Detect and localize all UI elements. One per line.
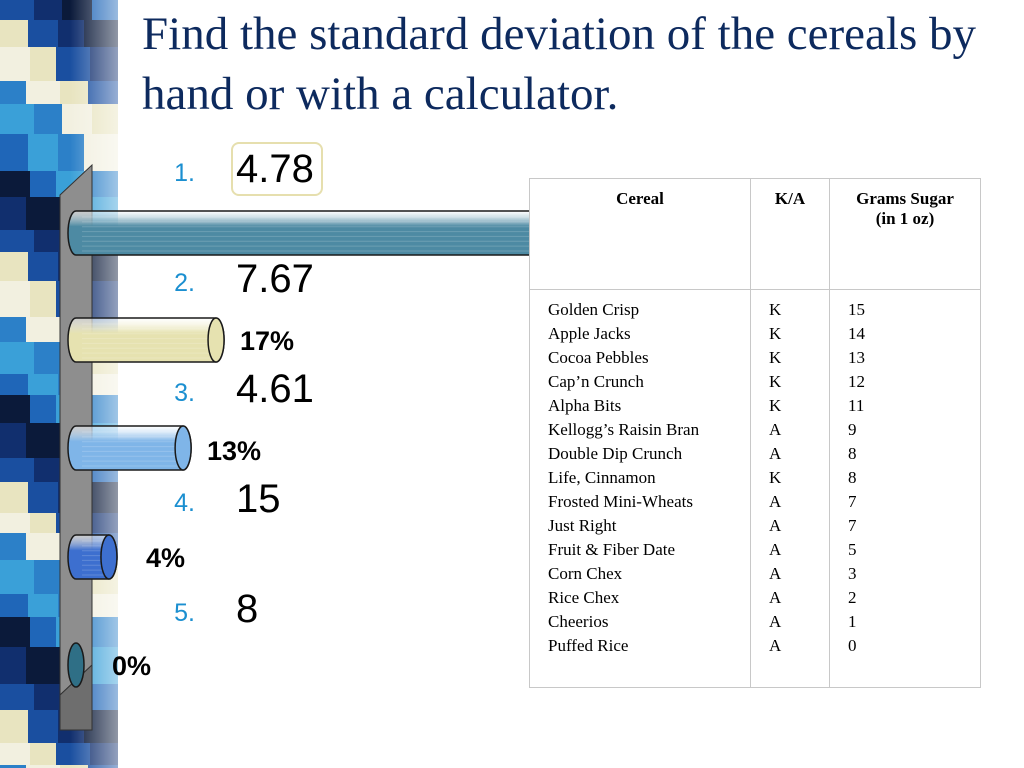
sugar-value: 12 xyxy=(848,372,865,391)
ka-value: A xyxy=(769,420,782,439)
header-sugar-line2: (in 1 oz) xyxy=(875,209,935,228)
sugar-column: 15 14 13 12 11 9 8 8 7 7 5 3 2 1 0 xyxy=(829,289,981,688)
sugar-value: 15 xyxy=(848,300,865,319)
cereal-sugar-table: Cereal K/A Grams Sugar (in 1 oz) Golden … xyxy=(529,178,981,688)
option-number: 5. xyxy=(174,599,195,627)
cereal-name: Just Right xyxy=(548,516,617,535)
table-header-row: Cereal K/A Grams Sugar (in 1 oz) xyxy=(529,178,981,290)
cereal-name: Cocoa Pebbles xyxy=(548,348,649,367)
option-value[interactable]: 7.67 xyxy=(236,257,314,301)
cereal-name: Golden Crisp xyxy=(548,300,640,319)
bar-value-label: 17% xyxy=(240,326,294,356)
bar-2 xyxy=(67,317,225,363)
sugar-value: 11 xyxy=(848,396,865,415)
cereal-name: Apple Jacks xyxy=(548,324,631,343)
cereal-name: Life, Cinnamon xyxy=(548,468,656,487)
ka-value: A xyxy=(769,636,782,655)
sugar-value: 2 xyxy=(848,588,857,607)
option-number: 3. xyxy=(174,379,195,407)
option-number: 2. xyxy=(174,269,195,297)
bar-4 xyxy=(67,534,118,580)
ka-value: K xyxy=(769,372,782,391)
cereal-name: Rice Chex xyxy=(548,588,620,607)
cereal-name: Puffed Rice xyxy=(548,636,629,655)
correct-answer-highlight xyxy=(231,142,323,196)
header-ka: K/A xyxy=(750,178,830,290)
ka-value: K xyxy=(769,348,782,367)
cereal-name: Kellogg’s Raisin Bran xyxy=(548,420,700,439)
ka-value: K xyxy=(769,324,782,343)
option-value[interactable]: 8 xyxy=(236,587,259,631)
sugar-value: 8 xyxy=(848,468,857,487)
cereal-name-column: Golden Crisp Apple Jacks Cocoa Pebbles Cap’… xyxy=(529,289,751,688)
cereal-name: Cap’n Crunch xyxy=(548,372,644,391)
slide-title: Find the standard deviation of the cerea… xyxy=(142,8,976,120)
cereal-name: Frosted Mini-Wheats xyxy=(548,492,693,511)
ka-value: A xyxy=(769,492,782,511)
bar-value-label: 13% xyxy=(207,436,261,466)
ka-value: K xyxy=(769,396,782,415)
table-body-row: Golden Crisp Apple Jacks Cocoa Pebbles Cap’… xyxy=(529,289,981,688)
ka-value: A xyxy=(769,588,782,607)
option-value[interactable]: 4.78 xyxy=(236,147,314,191)
option-value[interactable]: 4.61 xyxy=(236,367,314,411)
sugar-value: 14 xyxy=(848,324,865,343)
bar-value-label: 4% xyxy=(146,543,185,573)
sugar-value: 5 xyxy=(848,540,857,559)
sugar-value: 1 xyxy=(848,612,857,631)
sugar-value: 0 xyxy=(848,636,857,655)
cereal-name: Double Dip Crunch xyxy=(548,444,683,463)
ka-value: A xyxy=(769,564,782,583)
cereal-name: Alpha Bits xyxy=(548,396,622,415)
sugar-value: 9 xyxy=(848,420,857,439)
ka-value: A xyxy=(769,444,782,463)
ka-value: K xyxy=(769,468,782,487)
bar-value-label: 0% xyxy=(112,651,151,681)
cereal-name: Corn Chex xyxy=(548,564,623,583)
ka-value: A xyxy=(769,612,782,631)
sugar-value: 7 xyxy=(848,516,857,535)
sugar-value: 8 xyxy=(848,444,857,463)
cereal-name: Cheerios xyxy=(548,612,609,631)
bar-3 xyxy=(67,425,192,471)
header-cereal: Cereal xyxy=(529,178,751,290)
sugar-value: 7 xyxy=(848,492,857,511)
cereal-name: Fruit & Fiber Date xyxy=(548,540,676,559)
option-value[interactable]: 15 xyxy=(236,477,281,521)
option-number: 4. xyxy=(174,489,195,517)
bar-5 xyxy=(67,642,85,688)
option-number: 1. xyxy=(174,159,195,187)
header-sugar-line1: Grams Sugar xyxy=(856,189,954,208)
sugar-value: 3 xyxy=(848,564,857,583)
ka-value: A xyxy=(769,516,782,535)
ka-value: A xyxy=(769,540,782,559)
sugar-value: 13 xyxy=(848,348,865,367)
header-sugar: Grams Sugar (in 1 oz) xyxy=(829,178,981,290)
ka-value: K xyxy=(769,300,782,319)
